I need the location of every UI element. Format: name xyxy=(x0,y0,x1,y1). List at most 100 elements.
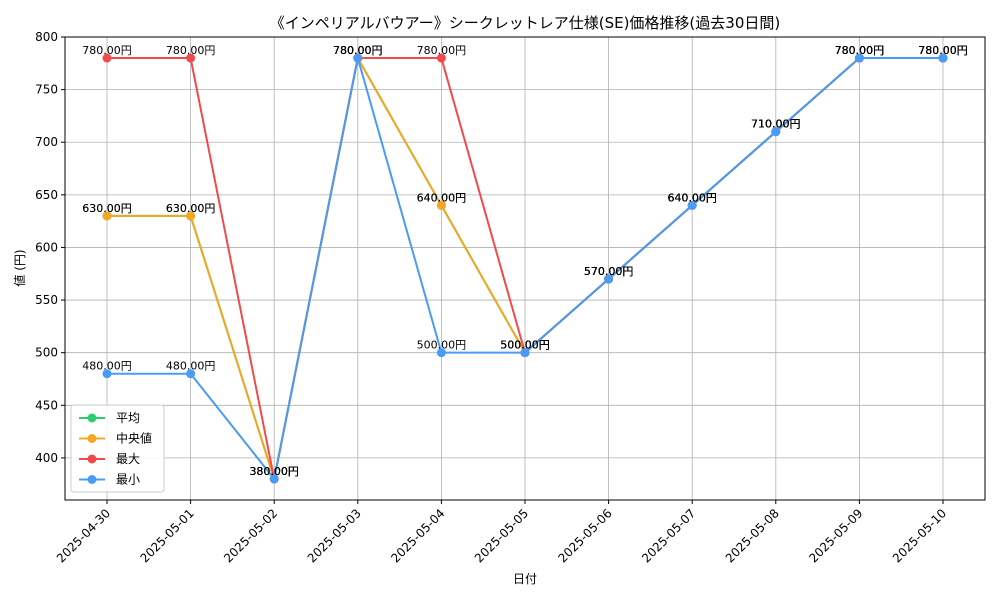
x-tick-label: 2025-05-10 xyxy=(890,506,949,565)
data-point xyxy=(102,369,112,379)
y-axis-ticks: 400 450 500 550 600 650 700 750 800 xyxy=(35,30,65,465)
x-axis-label: 日付 xyxy=(513,572,537,586)
data-label: 570.00円 xyxy=(584,265,634,278)
data-point xyxy=(186,211,196,221)
data-label: 640.00円 xyxy=(667,191,717,204)
grid xyxy=(65,36,985,500)
data-label: 710.00円 xyxy=(751,118,801,131)
x-axis-ticks: 2025-04-30 2025-05-01 2025-05-02 2025-05-03… xyxy=(54,500,949,565)
y-tick-label: 400 xyxy=(35,451,58,465)
y-tick-label: 450 xyxy=(35,398,58,412)
x-tick-label: 2025-05-08 xyxy=(723,506,782,565)
data-label: 780.00円 xyxy=(835,44,885,57)
x-tick-label: 2025-05-07 xyxy=(639,506,698,565)
data-point xyxy=(436,348,446,358)
data-label: 780.00円 xyxy=(918,44,968,57)
legend-marker xyxy=(87,475,97,484)
data-label: 780.00円 xyxy=(333,44,383,57)
legend-label: 最大 xyxy=(116,452,140,466)
data-label: 640.00円 xyxy=(417,191,467,204)
data-label: 500.00円 xyxy=(500,339,550,352)
y-tick-label: 600 xyxy=(35,240,58,254)
y-axis-label: 値 (円) xyxy=(12,249,27,286)
y-tick-label: 800 xyxy=(35,30,58,44)
data-label: 570.00円 xyxy=(584,265,634,278)
data-label: 380.00円 xyxy=(249,465,299,478)
data-label: 780.00円 xyxy=(333,44,383,57)
y-tick-label: 550 xyxy=(35,293,58,307)
data-label: 780.00円 xyxy=(417,44,467,57)
x-tick-label: 2025-05-04 xyxy=(388,506,447,565)
data-label: 380.00円 xyxy=(249,465,299,478)
data-label: 710.00円 xyxy=(751,118,801,131)
data-label: 640.00円 xyxy=(667,191,717,204)
data-label: 630.00円 xyxy=(82,202,132,215)
data-label: 640.00円 xyxy=(417,191,467,204)
legend-box xyxy=(70,404,165,493)
data-point xyxy=(102,211,112,221)
series-layer xyxy=(102,53,948,484)
data-label: 630.00円 xyxy=(166,202,216,215)
data-label: 710.00円 xyxy=(751,118,801,131)
chart-title: 《インペリアルバウアー》シークレットレア仕様(SE)価格推移(過去30日間) xyxy=(270,14,780,32)
legend-label: 中央値 xyxy=(116,431,152,446)
data-label: 380.00円 xyxy=(249,465,299,478)
data-point xyxy=(436,200,446,210)
legend-label: 最小 xyxy=(116,473,140,487)
data-label: 380.00円 xyxy=(249,465,299,478)
data-label: 640.00円 xyxy=(667,191,717,204)
data-label: 780.00円 xyxy=(166,44,216,57)
data-label: 570.00円 xyxy=(584,265,634,278)
data-label: 780.00円 xyxy=(918,44,968,57)
data-label: 780.00円 xyxy=(918,44,968,57)
data-label: 570.00円 xyxy=(584,265,634,278)
data-label: 780.00円 xyxy=(333,44,383,57)
x-tick-label: 2025-05-06 xyxy=(556,506,615,565)
data-point xyxy=(102,53,112,63)
data-label: 480.00円 xyxy=(166,360,216,373)
data-point xyxy=(269,474,279,484)
y-tick-label: 500 xyxy=(35,346,58,360)
data-label: 500.00円 xyxy=(417,339,467,352)
data-label: 780.00円 xyxy=(918,44,968,57)
y-tick-label: 700 xyxy=(35,135,58,149)
data-point xyxy=(353,53,363,63)
data-point xyxy=(436,53,446,63)
y-tick-label: 650 xyxy=(35,188,58,202)
data-point xyxy=(687,200,697,210)
data-point xyxy=(520,348,530,358)
legend-marker xyxy=(87,413,97,423)
data-point xyxy=(771,127,781,137)
data-label: 500.00円 xyxy=(500,339,550,352)
x-tick-label: 2025-05-05 xyxy=(472,506,531,565)
x-tick-label: 2025-05-03 xyxy=(305,506,364,565)
legend-marker xyxy=(87,454,97,464)
data-label: 640.00円 xyxy=(667,191,717,204)
data-label: 500.00円 xyxy=(500,339,550,352)
data-label: 630.00円 xyxy=(82,202,132,215)
x-tick-label: 2025-05-01 xyxy=(138,506,197,565)
data-label: 710.00円 xyxy=(751,118,801,131)
data-label: 780.00円 xyxy=(835,44,885,57)
data-label: 630.00円 xyxy=(166,202,216,215)
data-labels: 630.00円 630.00円 380.00円 780.00円 640.00円 500.0… xyxy=(82,44,968,478)
x-tick-label: 2025-05-09 xyxy=(806,506,865,565)
legend-marker xyxy=(87,434,97,443)
data-point xyxy=(186,369,196,379)
data-label: 780.00円 xyxy=(82,44,132,57)
data-point xyxy=(186,53,196,63)
data-label: 780.00円 xyxy=(333,44,383,57)
data-label: 780.00円 xyxy=(835,44,885,57)
data-point xyxy=(938,53,948,63)
x-tick-label: 2025-04-30 xyxy=(54,506,113,565)
y-tick-label: 750 xyxy=(35,83,58,97)
data-point xyxy=(604,274,614,284)
data-point xyxy=(854,53,864,63)
data-label: 500.00円 xyxy=(500,339,550,352)
x-tick-label: 2025-05-02 xyxy=(221,506,280,565)
data-label: 780.00円 xyxy=(835,44,885,57)
legend-label: 平均 xyxy=(116,411,140,425)
data-label: 480.00円 xyxy=(82,360,132,373)
